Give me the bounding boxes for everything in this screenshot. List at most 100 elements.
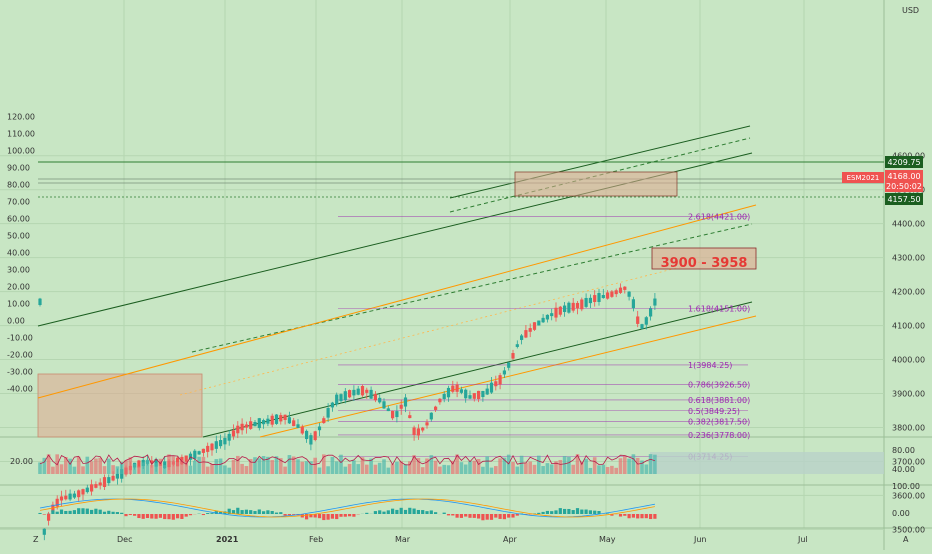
candle-body[interactable] — [365, 390, 368, 393]
candle-body[interactable] — [348, 390, 351, 397]
candle-body[interactable] — [451, 386, 454, 392]
candle-body[interactable] — [271, 416, 274, 425]
candle-body[interactable] — [73, 494, 76, 498]
candle-body[interactable] — [623, 287, 626, 290]
candle-body[interactable] — [47, 514, 50, 521]
candle-body[interactable] — [494, 381, 497, 386]
candle-body[interactable] — [206, 446, 209, 452]
candle-body[interactable] — [628, 292, 631, 297]
candle-body[interactable] — [296, 424, 299, 428]
candle-body[interactable] — [253, 422, 256, 426]
candle-body[interactable] — [425, 422, 428, 425]
candle-body[interactable] — [314, 431, 317, 440]
candle-body[interactable] — [636, 316, 639, 323]
candle-body[interactable] — [610, 291, 613, 296]
candle-body[interactable] — [585, 298, 588, 307]
candle-body[interactable] — [86, 488, 89, 493]
candle-body[interactable] — [533, 322, 536, 330]
candle-body[interactable] — [94, 484, 97, 488]
candle-body[interactable] — [550, 313, 553, 316]
candle-body[interactable] — [370, 390, 373, 399]
candle-body[interactable] — [210, 444, 213, 451]
candle-body[interactable] — [357, 389, 360, 395]
candle-body[interactable] — [417, 428, 420, 435]
candle-body[interactable] — [387, 408, 390, 411]
candle-body[interactable] — [228, 434, 231, 441]
candle-body[interactable] — [563, 306, 566, 312]
candle-body[interactable] — [473, 393, 476, 399]
candle-body[interactable] — [391, 411, 394, 418]
candle-body[interactable] — [322, 418, 325, 423]
candle-body[interactable] — [327, 408, 330, 418]
candle-body[interactable] — [382, 401, 385, 408]
candle-body[interactable] — [468, 395, 471, 398]
candle-body[interactable] — [43, 529, 46, 535]
candle-body[interactable] — [99, 482, 102, 485]
candle-body[interactable] — [284, 415, 287, 420]
candle-body[interactable] — [107, 477, 110, 483]
candle-body[interactable] — [202, 449, 205, 453]
candle-body[interactable] — [520, 335, 523, 340]
candle-body[interactable] — [266, 419, 269, 424]
candle-body[interactable] — [490, 383, 493, 393]
candle-body[interactable] — [503, 370, 506, 374]
candle-body[interactable] — [116, 474, 119, 479]
candle-body[interactable] — [413, 428, 416, 435]
candle-body[interactable] — [400, 405, 403, 409]
candle-body[interactable] — [516, 344, 519, 347]
candle-body[interactable] — [331, 403, 334, 408]
candle-body[interactable] — [236, 426, 239, 434]
candle-body[interactable] — [38, 299, 41, 305]
candle-body[interactable] — [288, 417, 291, 423]
candle-body[interactable] — [443, 394, 446, 399]
candle-body[interactable] — [486, 389, 489, 395]
candle-body[interactable] — [404, 397, 407, 406]
candle-body[interactable] — [69, 494, 72, 500]
candle-body[interactable] — [305, 431, 308, 439]
candle-body[interactable] — [593, 295, 596, 302]
candle-body[interactable] — [580, 299, 583, 309]
candle-body[interactable] — [619, 288, 622, 293]
candle-body[interactable] — [292, 420, 295, 426]
candle-body[interactable] — [232, 430, 235, 436]
candle-body[interactable] — [90, 484, 93, 491]
candle-body[interactable] — [615, 290, 618, 294]
candle-body[interactable] — [335, 395, 338, 405]
candle-body[interactable] — [279, 415, 282, 421]
supply-zone-box[interactable] — [515, 172, 677, 196]
candle-body[interactable] — [223, 438, 226, 444]
candle-body[interactable] — [318, 426, 321, 430]
candle-body[interactable] — [81, 489, 84, 494]
candle-body[interactable] — [456, 384, 459, 391]
candle-body[interactable] — [395, 411, 398, 417]
candle-body[interactable] — [219, 440, 222, 446]
candle-body[interactable] — [460, 389, 463, 393]
candle-body[interactable] — [262, 420, 265, 424]
candle-body[interactable] — [103, 477, 106, 487]
candle-body[interactable] — [198, 451, 201, 454]
candle-body[interactable] — [576, 303, 579, 309]
candle-body[interactable] — [215, 441, 218, 449]
candle-body[interactable] — [301, 427, 304, 434]
candle-body[interactable] — [499, 375, 502, 384]
candle-body[interactable] — [60, 496, 63, 500]
candle-body[interactable] — [408, 415, 411, 418]
candle-body[interactable] — [524, 330, 527, 337]
candle-body[interactable] — [77, 490, 80, 497]
candle-body[interactable] — [567, 303, 570, 313]
candle-body[interactable] — [597, 293, 600, 302]
candle-body[interactable] — [589, 298, 592, 303]
candle-body[interactable] — [438, 399, 441, 403]
candle-body[interactable] — [653, 299, 656, 306]
candle-body[interactable] — [185, 456, 188, 462]
candle-body[interactable] — [245, 424, 248, 427]
demand-zone-box[interactable] — [38, 374, 202, 437]
candle-body[interactable] — [602, 295, 605, 298]
candle-body[interactable] — [572, 303, 575, 311]
candle-body[interactable] — [378, 398, 381, 403]
candle-body[interactable] — [554, 308, 557, 318]
candle-body[interactable] — [193, 451, 196, 459]
candle-body[interactable] — [344, 391, 347, 400]
candle-body[interactable] — [640, 324, 643, 329]
candle-body[interactable] — [430, 413, 433, 420]
